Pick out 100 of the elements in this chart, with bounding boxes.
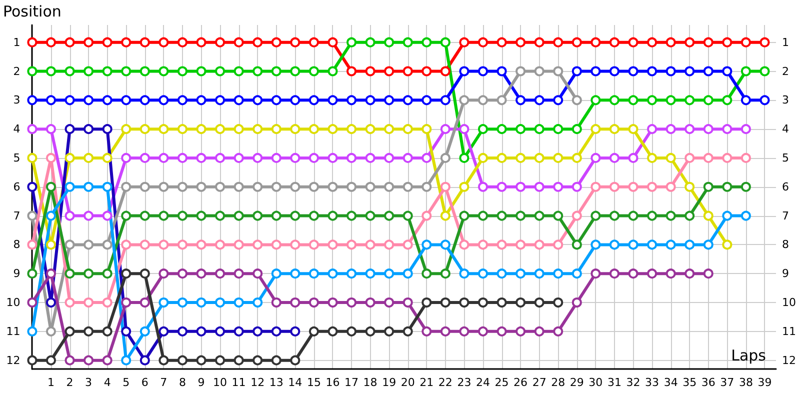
point [290, 152, 300, 163]
point [422, 37, 432, 48]
point [346, 240, 357, 250]
point [234, 298, 244, 308]
x-tick-label: 4 [104, 376, 111, 389]
point [177, 268, 188, 279]
point [46, 124, 56, 134]
point [590, 124, 601, 134]
point [440, 240, 450, 250]
point [121, 298, 132, 308]
point [590, 152, 601, 163]
point [140, 268, 150, 279]
point [760, 66, 770, 76]
point [215, 326, 226, 336]
point [84, 268, 94, 279]
point [628, 37, 638, 48]
point [140, 355, 150, 366]
point [703, 268, 714, 279]
point [703, 152, 714, 163]
x-tick-label: 27 [532, 376, 546, 389]
point [402, 95, 413, 106]
point [290, 182, 300, 192]
point [64, 240, 75, 250]
point [308, 124, 319, 134]
point [684, 37, 695, 48]
point [46, 152, 56, 163]
point [422, 326, 432, 336]
point [365, 152, 376, 163]
x-tick-label: 26 [514, 376, 528, 389]
point [402, 124, 413, 134]
y2-tick-label: 11 [782, 324, 796, 338]
point [628, 124, 638, 134]
point [84, 210, 94, 221]
point [158, 37, 169, 48]
point [140, 124, 150, 134]
point [478, 182, 488, 192]
point [271, 210, 282, 221]
point [84, 182, 94, 192]
point [666, 66, 676, 76]
point [346, 124, 357, 134]
point [402, 326, 413, 336]
point [516, 182, 526, 192]
point [628, 268, 638, 279]
point [84, 355, 94, 366]
point [102, 124, 112, 134]
point [196, 124, 206, 134]
point [177, 240, 188, 250]
point [196, 298, 206, 308]
point [572, 95, 582, 106]
point [46, 326, 56, 336]
point [722, 152, 732, 163]
point [628, 210, 638, 221]
point [516, 326, 526, 336]
point [384, 182, 394, 192]
point [27, 66, 38, 76]
point [647, 152, 658, 163]
x-tick-label: 25 [494, 376, 509, 389]
point [478, 124, 488, 134]
point [196, 37, 206, 48]
point [27, 326, 38, 336]
point [271, 268, 282, 279]
point [121, 66, 132, 76]
point [252, 355, 263, 366]
point [308, 37, 319, 48]
point [684, 268, 695, 279]
point [215, 152, 226, 163]
point [252, 326, 263, 336]
point [64, 124, 75, 134]
y-tick-label: 12 [6, 354, 20, 367]
point [516, 298, 526, 308]
point [572, 152, 582, 163]
point [215, 240, 226, 250]
point [478, 326, 488, 336]
x-tick-label: 20 [400, 376, 415, 389]
y2-tick-label: 12 [782, 354, 796, 367]
point [328, 37, 338, 48]
point [121, 268, 132, 279]
point [328, 124, 338, 134]
point [64, 152, 75, 163]
point [177, 326, 188, 336]
point [64, 66, 75, 76]
point [177, 182, 188, 192]
point [703, 95, 714, 106]
point [609, 66, 620, 76]
point [516, 210, 526, 221]
point [102, 268, 112, 279]
point [760, 95, 770, 106]
point [121, 124, 132, 134]
point [158, 240, 169, 250]
point [252, 240, 263, 250]
point [290, 326, 300, 336]
point [308, 152, 319, 163]
point [740, 182, 751, 192]
point [740, 37, 751, 48]
point [27, 355, 38, 366]
point [102, 152, 112, 163]
point [121, 210, 132, 221]
point [290, 37, 300, 48]
point [64, 37, 75, 48]
point [271, 355, 282, 366]
